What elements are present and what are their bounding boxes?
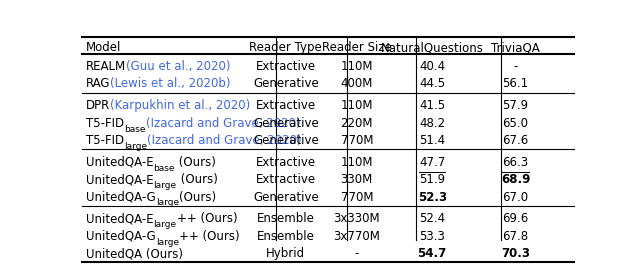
Text: Extractive: Extractive: [256, 60, 316, 73]
Text: Reader Size: Reader Size: [322, 41, 392, 54]
Text: base: base: [124, 125, 145, 134]
Text: (Guu et al., 2020): (Guu et al., 2020): [126, 60, 230, 73]
Text: 54.7: 54.7: [417, 247, 447, 260]
Text: UnitedQA-E: UnitedQA-E: [86, 173, 154, 186]
Text: large: large: [156, 238, 179, 247]
Text: NaturalQuestions: NaturalQuestions: [381, 41, 484, 54]
Text: 44.5: 44.5: [419, 78, 445, 90]
Text: 330M: 330M: [340, 173, 373, 186]
Text: (Ours): (Ours): [179, 190, 216, 204]
Text: 67.8: 67.8: [502, 230, 529, 243]
Text: 770M: 770M: [340, 134, 373, 147]
Text: ++ (Ours): ++ (Ours): [179, 230, 239, 243]
Text: Extractive: Extractive: [256, 99, 316, 112]
Text: 51.4: 51.4: [419, 134, 445, 147]
Text: Hybrid: Hybrid: [266, 247, 305, 260]
Text: Ensemble: Ensemble: [257, 212, 315, 226]
Text: Generative: Generative: [253, 190, 319, 204]
Text: 52.4: 52.4: [419, 212, 445, 226]
Text: 68.9: 68.9: [501, 173, 530, 186]
Text: 65.0: 65.0: [502, 117, 529, 130]
Text: (Lewis et al., 2020b): (Lewis et al., 2020b): [111, 78, 231, 90]
Text: 110M: 110M: [340, 156, 373, 169]
Text: UnitedQA-G: UnitedQA-G: [86, 190, 156, 204]
Text: T5-FID: T5-FID: [86, 117, 124, 130]
Text: base: base: [154, 164, 175, 173]
Text: 3x330M: 3x330M: [333, 212, 380, 226]
Text: 57.9: 57.9: [502, 99, 529, 112]
Text: 56.1: 56.1: [502, 78, 529, 90]
Text: 67.6: 67.6: [502, 134, 529, 147]
Text: large: large: [154, 220, 177, 229]
Text: Model: Model: [86, 41, 122, 54]
Text: REALM: REALM: [86, 60, 126, 73]
Text: UnitedQA-E: UnitedQA-E: [86, 156, 154, 169]
Text: UnitedQA-E: UnitedQA-E: [86, 212, 154, 226]
Text: 51.9: 51.9: [419, 173, 445, 186]
Text: 400M: 400M: [340, 78, 373, 90]
Text: (Ours): (Ours): [175, 156, 216, 169]
Text: (Izacard and Grave, 2020): (Izacard and Grave, 2020): [147, 134, 302, 147]
Text: ++ (Ours): ++ (Ours): [177, 212, 237, 226]
Text: 3x770M: 3x770M: [333, 230, 380, 243]
Text: 70.3: 70.3: [501, 247, 530, 260]
Text: -: -: [355, 247, 359, 260]
Bar: [490, 246, 541, 261]
Text: RAG: RAG: [86, 78, 111, 90]
Text: Generative: Generative: [253, 117, 319, 130]
Text: large: large: [154, 181, 177, 190]
Bar: [406, 246, 458, 261]
Text: DPR: DPR: [86, 99, 110, 112]
Text: 48.2: 48.2: [419, 117, 445, 130]
Text: large: large: [156, 198, 179, 207]
Text: TriviaQA: TriviaQA: [491, 41, 540, 54]
Text: 110M: 110M: [340, 99, 373, 112]
Text: 110M: 110M: [340, 60, 373, 73]
Text: 41.5: 41.5: [419, 99, 445, 112]
Text: UnitedQA-G: UnitedQA-G: [86, 230, 156, 243]
Text: 66.3: 66.3: [502, 156, 529, 169]
Text: 53.3: 53.3: [419, 230, 445, 243]
Text: Generative: Generative: [253, 78, 319, 90]
Text: 52.3: 52.3: [417, 190, 447, 204]
Text: Reader Type: Reader Type: [250, 41, 322, 54]
Text: large: large: [124, 142, 147, 151]
Text: 770M: 770M: [340, 190, 373, 204]
Text: (Karpukhin et al., 2020): (Karpukhin et al., 2020): [110, 99, 250, 112]
Text: Extractive: Extractive: [256, 156, 316, 169]
Text: 69.6: 69.6: [502, 212, 529, 226]
Text: 47.7: 47.7: [419, 156, 445, 169]
Text: 40.4: 40.4: [419, 60, 445, 73]
Text: UnitedQA (Ours): UnitedQA (Ours): [86, 247, 183, 260]
Text: T5-FID: T5-FID: [86, 134, 124, 147]
Text: 220M: 220M: [340, 117, 373, 130]
Text: Generative: Generative: [253, 134, 319, 147]
Text: (Izacard and Grave, 2020): (Izacard and Grave, 2020): [145, 117, 300, 130]
Text: 67.0: 67.0: [502, 190, 529, 204]
Text: (Ours): (Ours): [177, 173, 218, 186]
Text: Extractive: Extractive: [256, 173, 316, 186]
Text: Ensemble: Ensemble: [257, 230, 315, 243]
Text: -: -: [513, 60, 518, 73]
